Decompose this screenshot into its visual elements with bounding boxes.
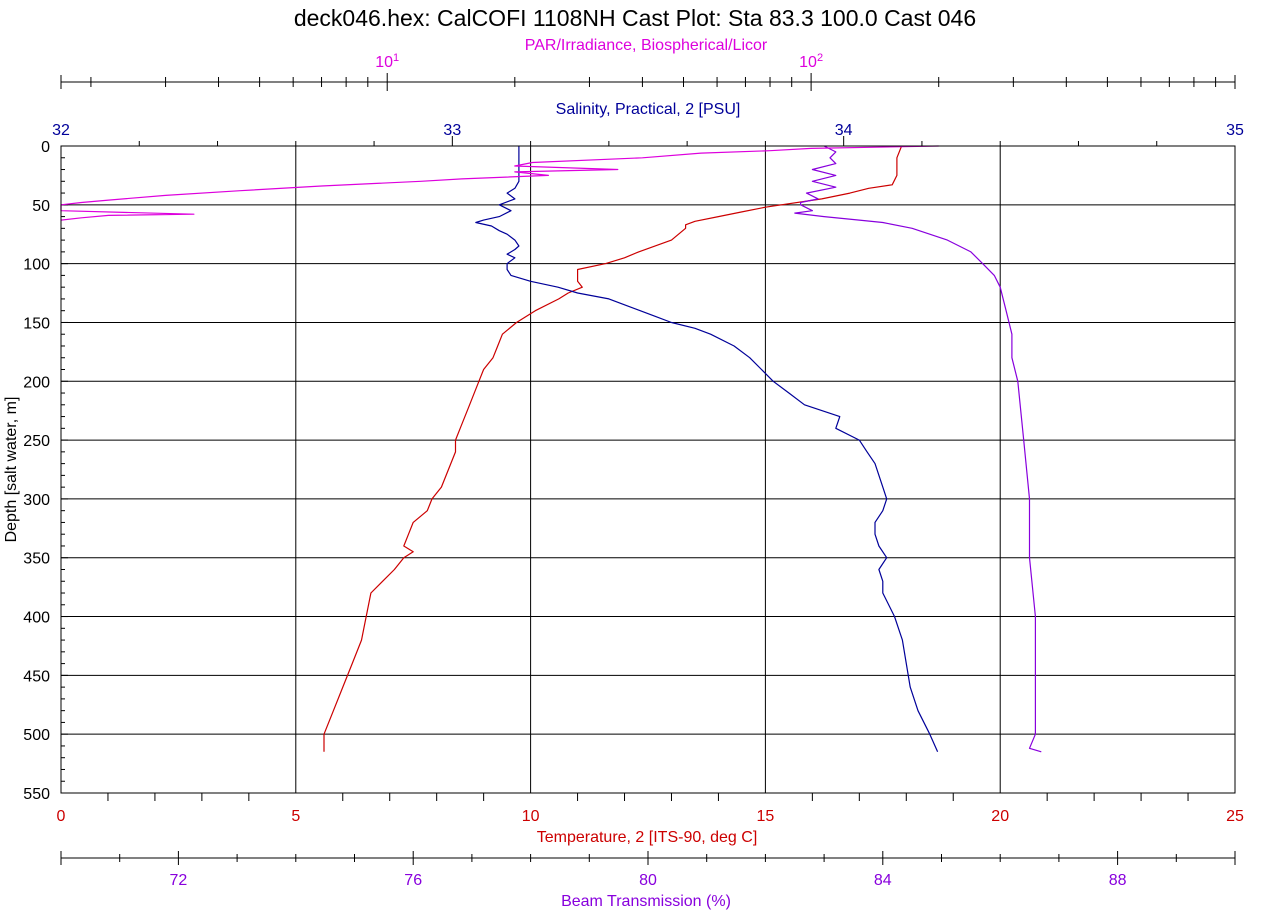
depth-tick-label: 350 bbox=[23, 551, 50, 568]
plot-frame bbox=[60, 145, 1236, 794]
beam-tick-label: 72 bbox=[170, 872, 188, 889]
depth-tick-label: 150 bbox=[23, 315, 50, 332]
series-layer bbox=[60, 145, 1042, 753]
salinity-tick-label: 32 bbox=[52, 122, 70, 139]
temperature-tick-label: 20 bbox=[991, 808, 1009, 825]
beam-tick-label: 76 bbox=[404, 872, 422, 889]
depth-tick-label: 450 bbox=[23, 668, 50, 685]
temperature-tick-label: 15 bbox=[757, 808, 775, 825]
depth-tick-label: 400 bbox=[23, 610, 50, 627]
depth-tick-label: 200 bbox=[23, 374, 50, 391]
depth-tick-label: 500 bbox=[23, 727, 50, 744]
salinity-tick-label: 35 bbox=[1226, 122, 1244, 139]
depth-tick-label: 300 bbox=[23, 492, 50, 509]
temperature-tick-label: 25 bbox=[1226, 808, 1244, 825]
par-tick-label: 102 bbox=[799, 52, 823, 71]
par-tick-exponent: 1 bbox=[393, 52, 399, 64]
par-series-line bbox=[60, 145, 939, 221]
par-tick-exponent: 2 bbox=[817, 52, 823, 64]
depth-tick-label: 0 bbox=[41, 139, 50, 156]
temperature-series-line bbox=[323, 145, 903, 752]
depth-axis-label: Depth [salt water, m] bbox=[3, 397, 20, 543]
grid-layer bbox=[61, 146, 1235, 793]
salinity-tick-label: 33 bbox=[443, 122, 461, 139]
par-axis-label: PAR/Irradiance, Biospherical/Licor bbox=[525, 37, 768, 54]
beam-tick-label: 80 bbox=[639, 872, 657, 889]
depth-tick-label: 100 bbox=[23, 257, 50, 274]
temperature-axis-label: Temperature, 2 [ITS-90, deg C] bbox=[537, 829, 758, 846]
beam-axis-label: Beam Transmission (%) bbox=[561, 893, 731, 910]
beam-tick-label: 84 bbox=[874, 872, 892, 889]
beam-series-line bbox=[794, 145, 1042, 753]
salinity-series-line bbox=[475, 146, 939, 753]
salinity-tick-label: 34 bbox=[835, 122, 853, 139]
temperature-tick-label: 5 bbox=[291, 808, 300, 825]
temperature-tick-label: 10 bbox=[522, 808, 540, 825]
depth-tick-label: 550 bbox=[23, 786, 50, 803]
chart-title: deck046.hex: CalCOFI 1108NH Cast Plot: S… bbox=[294, 5, 976, 31]
depth-tick-label: 50 bbox=[32, 198, 50, 215]
temperature-tick-label: 0 bbox=[57, 808, 66, 825]
salinity-axis-label: Salinity, Practical, 2 [PSU] bbox=[556, 101, 741, 118]
beam-tick-label: 88 bbox=[1109, 872, 1127, 889]
par-tick-label: 101 bbox=[375, 52, 399, 71]
depth-tick-label: 250 bbox=[23, 433, 50, 450]
